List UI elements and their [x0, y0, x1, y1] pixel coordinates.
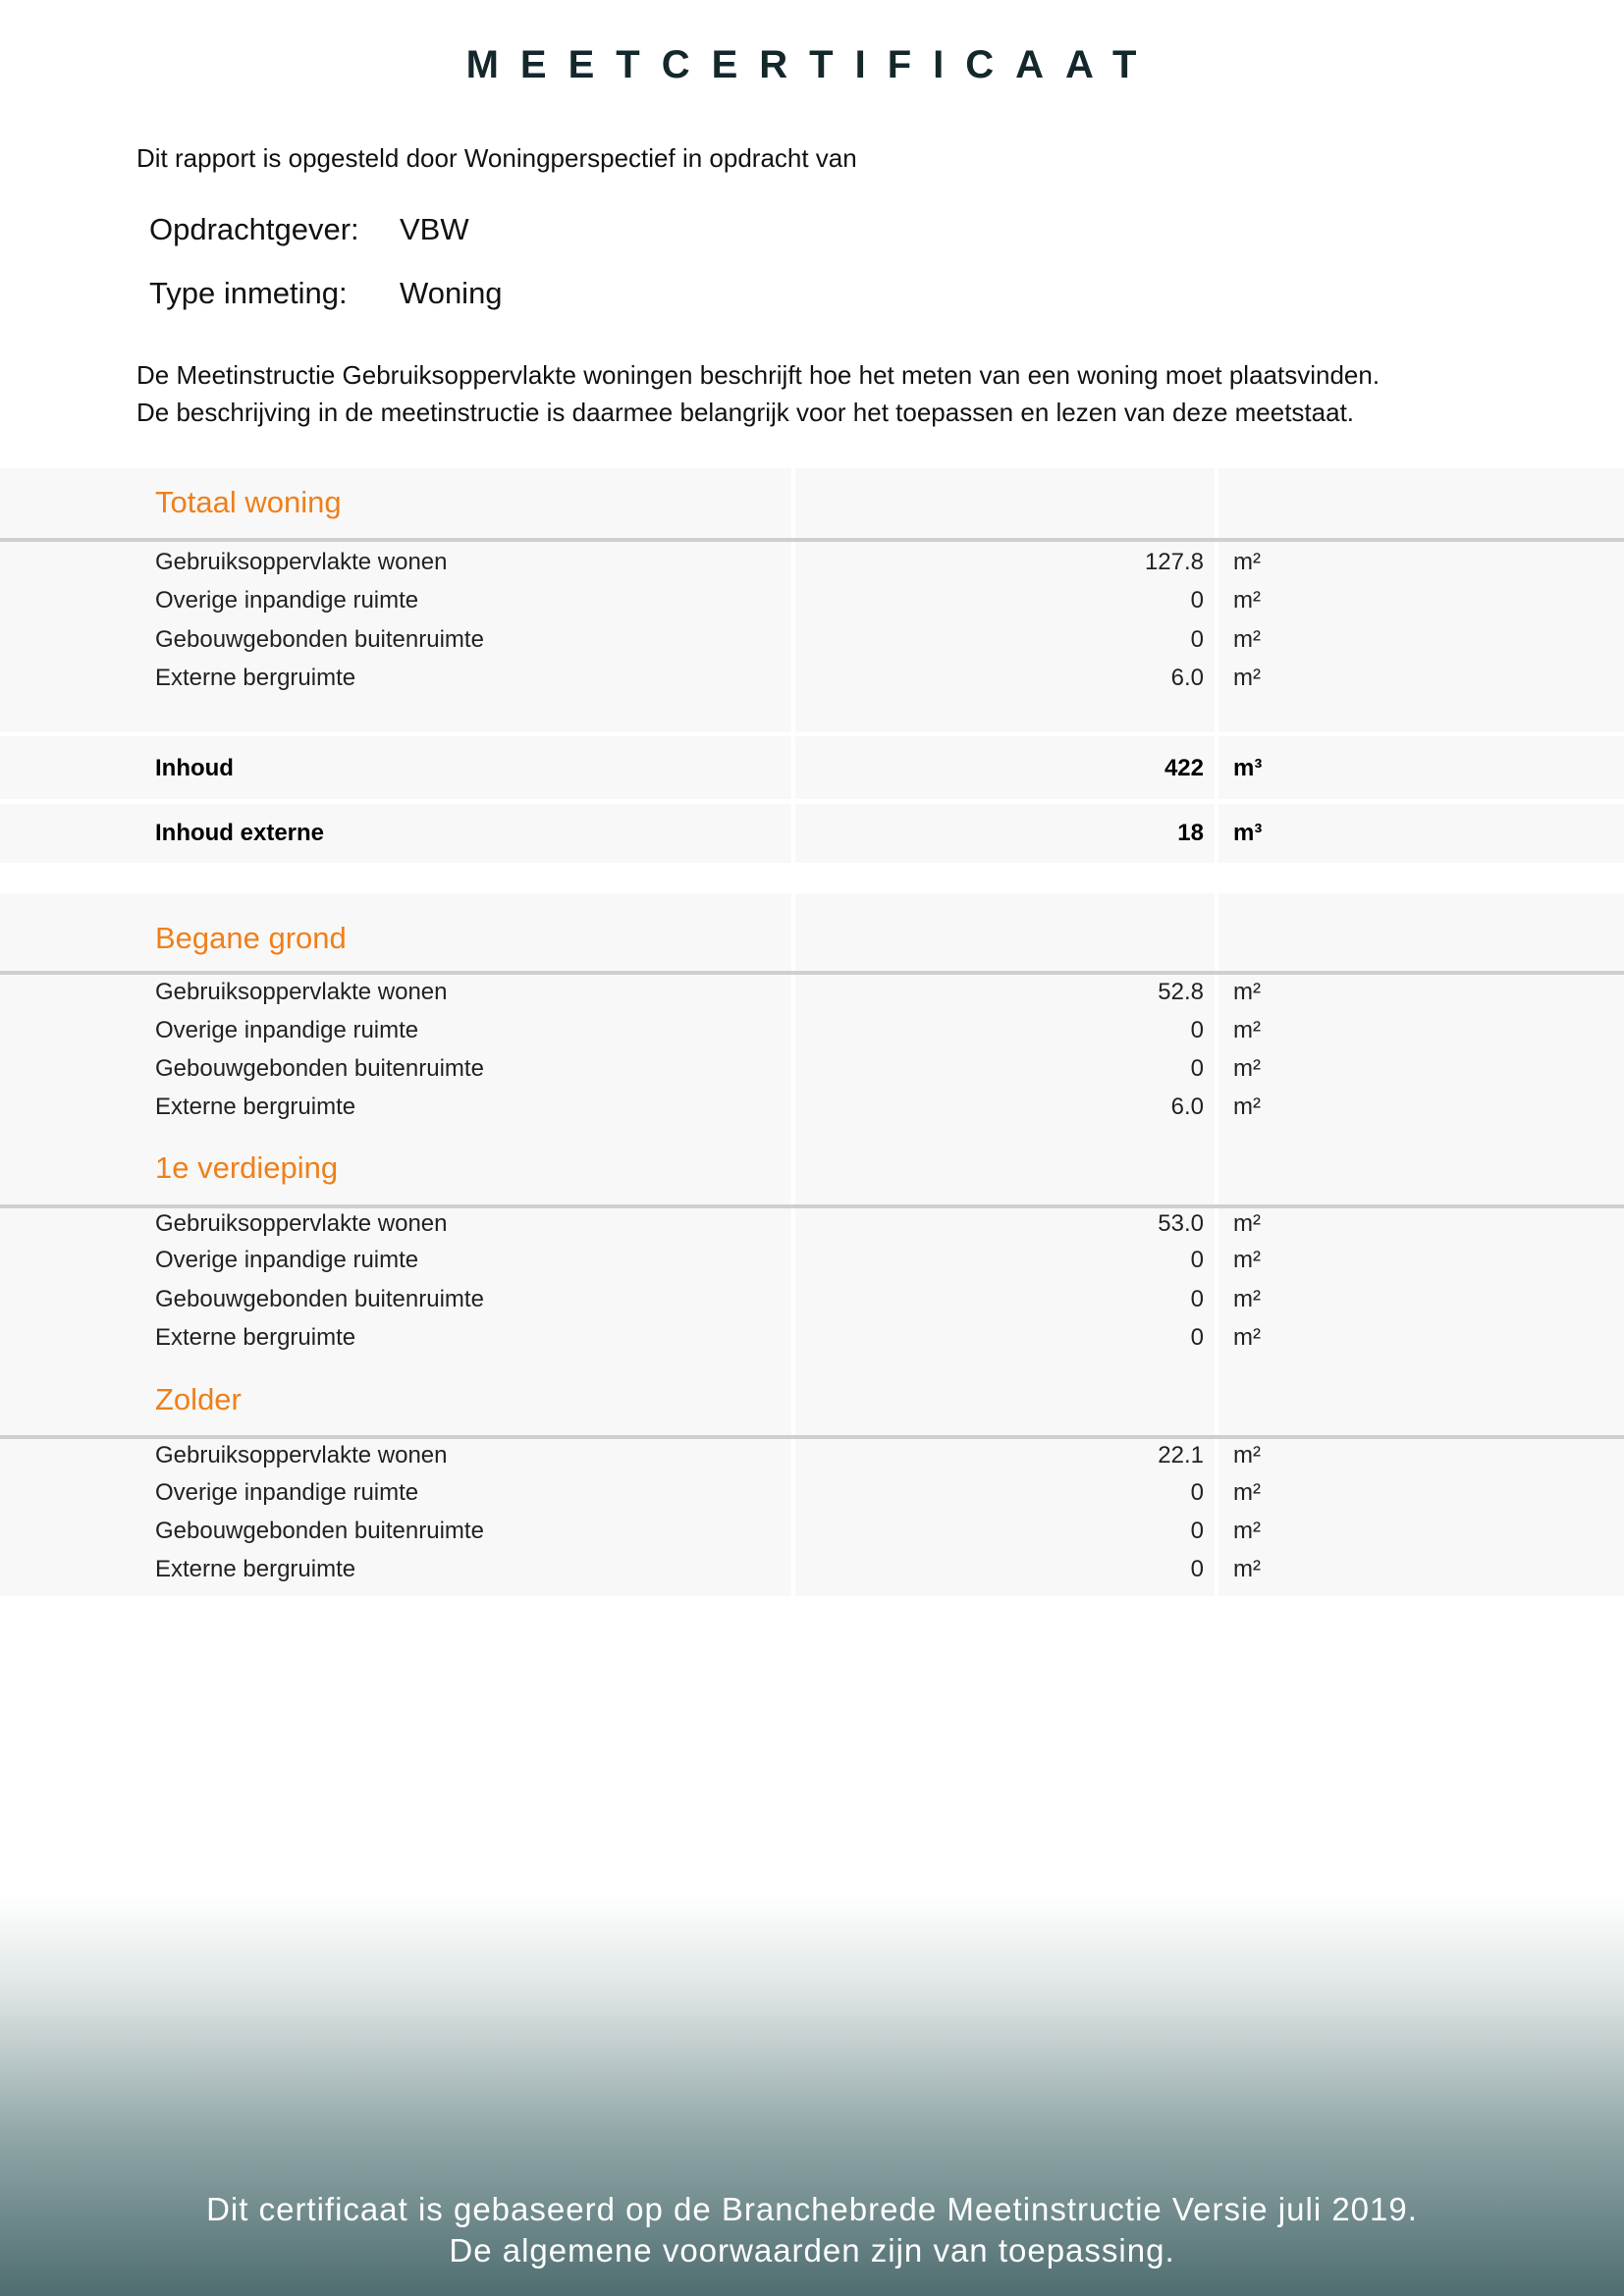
row-label: Externe bergruimte — [155, 1556, 356, 1582]
row-value: 0 — [1190, 1518, 1204, 1544]
row-unit: m² — [1233, 1286, 1261, 1312]
column-divider — [1215, 893, 1218, 1596]
row-label: Overige inpandige ruimte — [155, 1247, 419, 1273]
row-unit: m² — [1233, 1324, 1261, 1351]
row-label: Overige inpandige ruimte — [155, 587, 419, 614]
column-divider — [791, 468, 795, 732]
row-unit: m² — [1233, 1442, 1261, 1468]
row-unit: m² — [1233, 1518, 1261, 1544]
column-divider — [1215, 736, 1218, 799]
row-label: Gebouwgebonden buitenruimte — [155, 1518, 484, 1544]
row-label: Gebruiksoppervlakte wonen — [155, 1442, 448, 1468]
row-value: 6.0 — [1170, 665, 1204, 691]
row-value: 6.0 — [1170, 1094, 1204, 1120]
row-label: Overige inpandige ruimte — [155, 1017, 419, 1043]
row-unit: m² — [1233, 665, 1261, 691]
row-unit: m² — [1233, 1247, 1261, 1273]
row-unit: m² — [1233, 587, 1261, 614]
row-unit: m² — [1233, 1556, 1261, 1582]
row-label: Gebruiksoppervlakte wonen — [155, 1210, 448, 1237]
row-value: 22.1 — [1158, 1442, 1204, 1468]
row-label: Overige inpandige ruimte — [155, 1479, 419, 1506]
footer-line: Dit certificaat is gebaseerd op de Branc… — [206, 2191, 1418, 2227]
column-divider — [791, 804, 795, 863]
type-field: Type inmeting: Woning — [149, 276, 503, 311]
section-divider — [0, 538, 1624, 542]
row-value: 18 — [1177, 820, 1204, 846]
row-label: Gebouwgebonden buitenruimte — [155, 1286, 484, 1312]
section-title: Totaal woning — [155, 485, 342, 519]
row-unit: m² — [1233, 1017, 1261, 1043]
row-value: 52.8 — [1158, 979, 1204, 1005]
row-value: 0 — [1190, 1055, 1204, 1082]
row-value: 0 — [1190, 1247, 1204, 1273]
table-band — [0, 804, 1624, 863]
row-value: 0 — [1190, 1556, 1204, 1582]
intro-text: Dit rapport is opgesteld door Woningpers… — [136, 143, 857, 173]
row-label: Gebruiksoppervlakte wonen — [155, 549, 448, 575]
row-unit: m² — [1233, 1094, 1261, 1120]
table-band — [0, 893, 1624, 1596]
section-title: Begane grond — [155, 921, 347, 955]
paragraph-line: De beschrijving in de meetinstructie is … — [136, 398, 1355, 427]
column-divider — [791, 893, 795, 1596]
row-label: Gebouwgebonden buitenruimte — [155, 1055, 484, 1082]
column-divider — [1215, 468, 1218, 732]
section-title: Zolder — [155, 1382, 242, 1416]
row-label: Gebouwgebonden buitenruimte — [155, 626, 484, 653]
client-label: Opdrachtgever: — [149, 212, 359, 246]
client-field: Opdrachtgever: VBW — [149, 212, 469, 247]
row-unit: m² — [1233, 549, 1261, 575]
row-value: 127.8 — [1144, 549, 1204, 575]
table-band — [0, 468, 1624, 732]
row-unit: m² — [1233, 626, 1261, 653]
row-value: 0 — [1190, 587, 1204, 614]
row-unit: m² — [1233, 1055, 1261, 1082]
section-divider — [0, 971, 1624, 975]
row-unit: m³ — [1233, 820, 1263, 846]
paragraph-line: De Meetinstructie Gebruiksoppervlakte wo… — [136, 360, 1380, 390]
footer-line: De algemene voorwaarden zijn van toepass… — [449, 2232, 1175, 2269]
type-value: Woning — [400, 276, 503, 310]
row-value: 53.0 — [1158, 1210, 1204, 1237]
row-label: Inhoud externe — [155, 820, 325, 846]
section-divider — [0, 1435, 1624, 1439]
row-unit: m² — [1233, 1210, 1261, 1237]
row-label: Externe bergruimte — [155, 1324, 356, 1351]
row-value: 0 — [1190, 1479, 1204, 1506]
section-title: 1e verdieping — [155, 1150, 339, 1185]
row-value: 0 — [1190, 1017, 1204, 1043]
row-label: Gebruiksoppervlakte wonen — [155, 979, 448, 1005]
row-label: Inhoud — [155, 755, 234, 781]
footer-background — [0, 1895, 1624, 2296]
row-unit: m² — [1233, 979, 1261, 1005]
type-label: Type inmeting: — [149, 276, 348, 310]
row-label: Externe bergruimte — [155, 665, 356, 691]
section-divider — [0, 1204, 1624, 1208]
column-divider — [1215, 804, 1218, 863]
client-value: VBW — [400, 212, 469, 246]
table-band — [0, 736, 1624, 799]
row-unit: m² — [1233, 1479, 1261, 1506]
row-value: 0 — [1190, 1286, 1204, 1312]
column-divider — [791, 736, 795, 799]
row-value: 0 — [1190, 626, 1204, 653]
row-value: 0 — [1190, 1324, 1204, 1351]
page-title: MEETCERTIFICAAT — [465, 43, 1159, 86]
row-unit: m³ — [1233, 755, 1263, 781]
row-value: 422 — [1164, 755, 1204, 781]
row-label: Externe bergruimte — [155, 1094, 356, 1120]
